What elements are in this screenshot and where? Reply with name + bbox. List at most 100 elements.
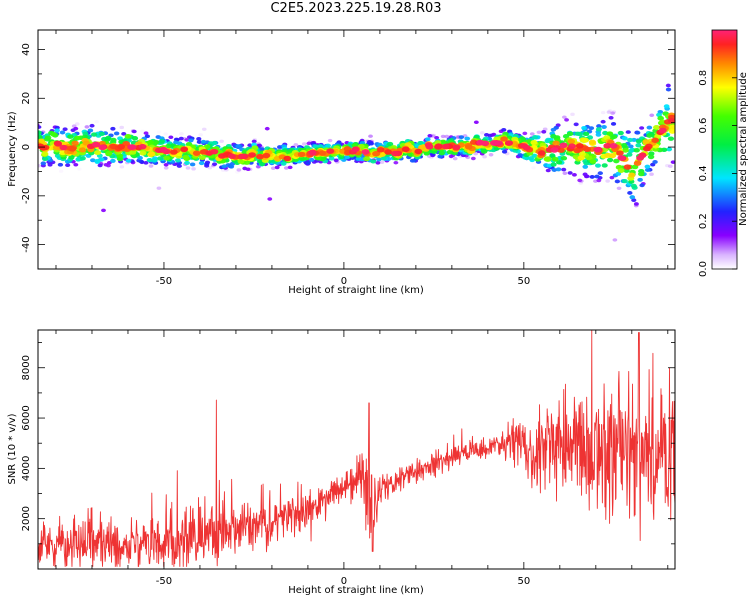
spectrogram-cell bbox=[198, 161, 205, 166]
spectrogram-cell bbox=[257, 143, 263, 148]
spectrogram-cell bbox=[184, 138, 190, 142]
spectrogram-cell bbox=[313, 166, 319, 171]
spectrogram-cell bbox=[323, 166, 329, 170]
spectrogram-cell bbox=[417, 161, 422, 165]
spectrogram-cell bbox=[452, 144, 461, 150]
colorbar-label: Normalized spectral amplitude bbox=[738, 72, 749, 226]
spectrogram-cell bbox=[211, 132, 217, 136]
spectrogram-cell bbox=[610, 122, 617, 126]
spectrogram-cell bbox=[577, 155, 585, 161]
spectrogram-cell bbox=[480, 149, 488, 154]
spectrogram-cell bbox=[427, 134, 433, 138]
colorbar-ticks: 0.0 0.2 0.4 0.6 0.8 bbox=[698, 70, 737, 277]
spectrogram-cell bbox=[624, 120, 630, 124]
spectrogram-cell bbox=[646, 133, 653, 138]
spectrogram-cell bbox=[571, 173, 577, 177]
spectrogram-cell bbox=[423, 129, 429, 134]
spectrogram-cell bbox=[363, 156, 371, 162]
snr-ytick-label: 4000 bbox=[21, 456, 32, 481]
spectrogram-cell bbox=[333, 158, 339, 163]
spectrogram-cell bbox=[256, 154, 264, 160]
spectrogram-cell bbox=[491, 132, 497, 137]
spectrogram-cell bbox=[581, 137, 589, 143]
spectrogram-cell bbox=[541, 129, 547, 134]
spectrogram-cell bbox=[297, 151, 306, 158]
spectrogram-cell bbox=[273, 142, 278, 146]
spectrogram-cell bbox=[191, 167, 196, 171]
spectrogram-cell bbox=[480, 131, 485, 135]
spectrogram-cell bbox=[196, 140, 203, 144]
spectrogram-cell bbox=[215, 134, 220, 138]
spectrogram-cell bbox=[242, 166, 248, 171]
spectrogram-cell bbox=[550, 147, 559, 153]
spectrogram-cell bbox=[131, 129, 137, 134]
spectrogram-cell bbox=[138, 124, 143, 128]
spectrogram-cell bbox=[583, 146, 592, 153]
spectrogram-cell bbox=[621, 136, 628, 141]
spectrogram-cell bbox=[589, 158, 597, 164]
spectrogram-cell bbox=[87, 128, 94, 133]
spectrogram-cell bbox=[627, 148, 634, 154]
snr-xtick-label: -50 bbox=[156, 576, 172, 587]
spectrogram-cell bbox=[42, 122, 47, 126]
spectrogram-cell bbox=[659, 175, 665, 179]
snr-ylabel: SNR (10 * v/v) bbox=[7, 413, 18, 484]
spectrogram-cell bbox=[541, 174, 547, 178]
spectrogram-cell bbox=[44, 135, 52, 141]
spectrogram-cell bbox=[264, 126, 270, 131]
spectrogram-cell bbox=[575, 143, 584, 149]
spectrogram-cell bbox=[489, 128, 495, 133]
spectrogram-cell bbox=[370, 159, 377, 164]
spectrogram-cell bbox=[669, 178, 674, 182]
spectrogram-cell bbox=[140, 121, 145, 125]
snr-ytick-label: 6000 bbox=[21, 405, 32, 430]
spectrogram-cell bbox=[544, 156, 552, 162]
spectrogram-cell bbox=[326, 148, 335, 154]
spectrogram-cell bbox=[612, 238, 618, 242]
colorbar-tick-label: 0.8 bbox=[698, 70, 709, 86]
spectrogram-cell bbox=[267, 197, 273, 201]
spectrogram-cell bbox=[614, 179, 621, 184]
spectrogram-cell bbox=[476, 139, 485, 146]
spectrogram-cell bbox=[83, 167, 88, 171]
spectrogram-cell bbox=[606, 157, 614, 163]
spectrogram-cell bbox=[79, 156, 86, 161]
spectrogram-cell bbox=[617, 168, 625, 173]
spectrogram-cell bbox=[57, 162, 64, 167]
spectrogram-cell bbox=[600, 119, 606, 124]
spectrogram-cell bbox=[368, 134, 373, 138]
spectrogram-cell bbox=[595, 127, 602, 132]
spectrogram-cell bbox=[40, 161, 47, 166]
spectrogram-cell bbox=[376, 147, 385, 153]
spectrogram-cell bbox=[361, 149, 370, 155]
spectrogram-cell bbox=[573, 147, 582, 154]
spectrogram-cell bbox=[94, 120, 99, 124]
spectrogram-cell bbox=[649, 172, 654, 176]
spectrogram-cell bbox=[168, 135, 174, 140]
spectrogram-xtick-label: 0 bbox=[341, 276, 347, 287]
spectrogram-cell bbox=[66, 113, 71, 118]
spectrogram-cell bbox=[669, 124, 675, 130]
spectrogram-cell bbox=[433, 144, 442, 150]
spectrogram-cell bbox=[564, 118, 570, 122]
spectrogram-cell bbox=[656, 70, 662, 74]
spectrogram-cell bbox=[136, 169, 142, 173]
spectrogram-cell bbox=[581, 125, 587, 131]
spectrogram-cell bbox=[236, 168, 242, 172]
spectrogram-cell bbox=[195, 168, 200, 173]
spectrogram-cell bbox=[550, 113, 556, 117]
snr-ytick-label: 8000 bbox=[21, 355, 32, 380]
spectrogram-cell bbox=[593, 146, 602, 153]
spectrogram-cell bbox=[495, 126, 500, 130]
spectrogram-cell bbox=[138, 174, 143, 178]
spectrogram-cell bbox=[38, 125, 42, 129]
spectrogram-cell bbox=[122, 141, 130, 147]
spectrogram-cell bbox=[173, 168, 178, 173]
spectrogram-cell bbox=[90, 158, 96, 163]
spectrogram-cell bbox=[156, 130, 162, 134]
spectrogram-cell bbox=[148, 151, 156, 157]
spectrogram-cell bbox=[38, 143, 45, 150]
spectrogram-ticks: -50 0 50 -40 -20 0 20 40 bbox=[21, 30, 675, 287]
spectrogram-cell bbox=[157, 156, 164, 161]
spectrogram-cell bbox=[144, 134, 150, 139]
